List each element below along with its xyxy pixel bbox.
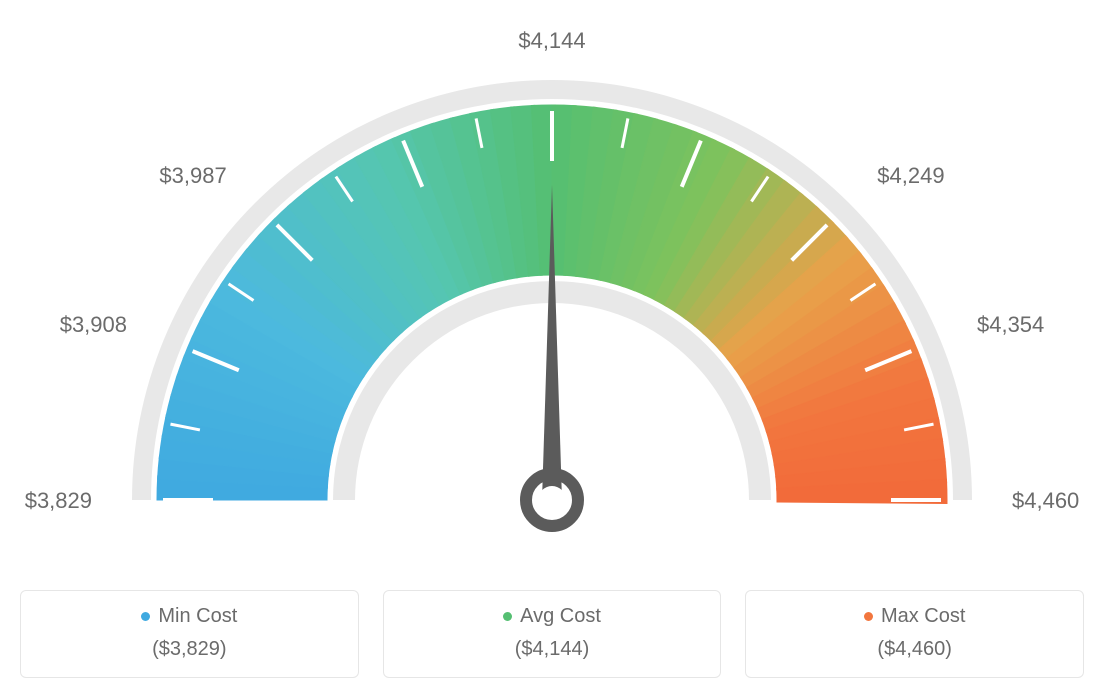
legend-card-min: Min Cost ($3,829) — [20, 590, 359, 678]
legend-value-avg: ($4,144) — [394, 638, 711, 661]
gauge-tick-label: $3,987 — [147, 163, 227, 189]
legend-row: Min Cost ($3,829) Avg Cost ($4,144) Max … — [20, 590, 1084, 678]
legend-label-max: Max Cost — [881, 605, 965, 627]
legend-card-avg: Avg Cost ($4,144) — [383, 590, 722, 678]
gauge-tick-label: $4,354 — [977, 312, 1044, 338]
legend-value-min: ($3,829) — [31, 638, 348, 661]
legend-title-max: Max Cost — [756, 605, 1073, 628]
legend-card-max: Max Cost ($4,460) — [745, 590, 1084, 678]
cost-gauge-chart: $3,829$3,908$3,987$4,144$4,249$4,354$4,4… — [20, 20, 1084, 678]
gauge-tick-label: $4,249 — [877, 163, 944, 189]
legend-dot-avg — [503, 612, 512, 621]
legend-title-min: Min Cost — [31, 605, 348, 628]
gauge-area: $3,829$3,908$3,987$4,144$4,249$4,354$4,4… — [20, 20, 1084, 580]
gauge-tick-label: $3,908 — [47, 312, 127, 338]
legend-dot-max — [864, 612, 873, 621]
legend-value-max: ($4,460) — [756, 638, 1073, 661]
gauge-tick-label: $4,460 — [1012, 488, 1079, 514]
gauge-tick-label: $4,144 — [512, 28, 592, 54]
gauge-svg — [20, 20, 1084, 580]
legend-title-avg: Avg Cost — [394, 605, 711, 628]
gauge-tick-label: $3,829 — [12, 488, 92, 514]
legend-label-min: Min Cost — [158, 605, 237, 627]
legend-dot-min — [141, 612, 150, 621]
legend-label-avg: Avg Cost — [520, 605, 601, 627]
